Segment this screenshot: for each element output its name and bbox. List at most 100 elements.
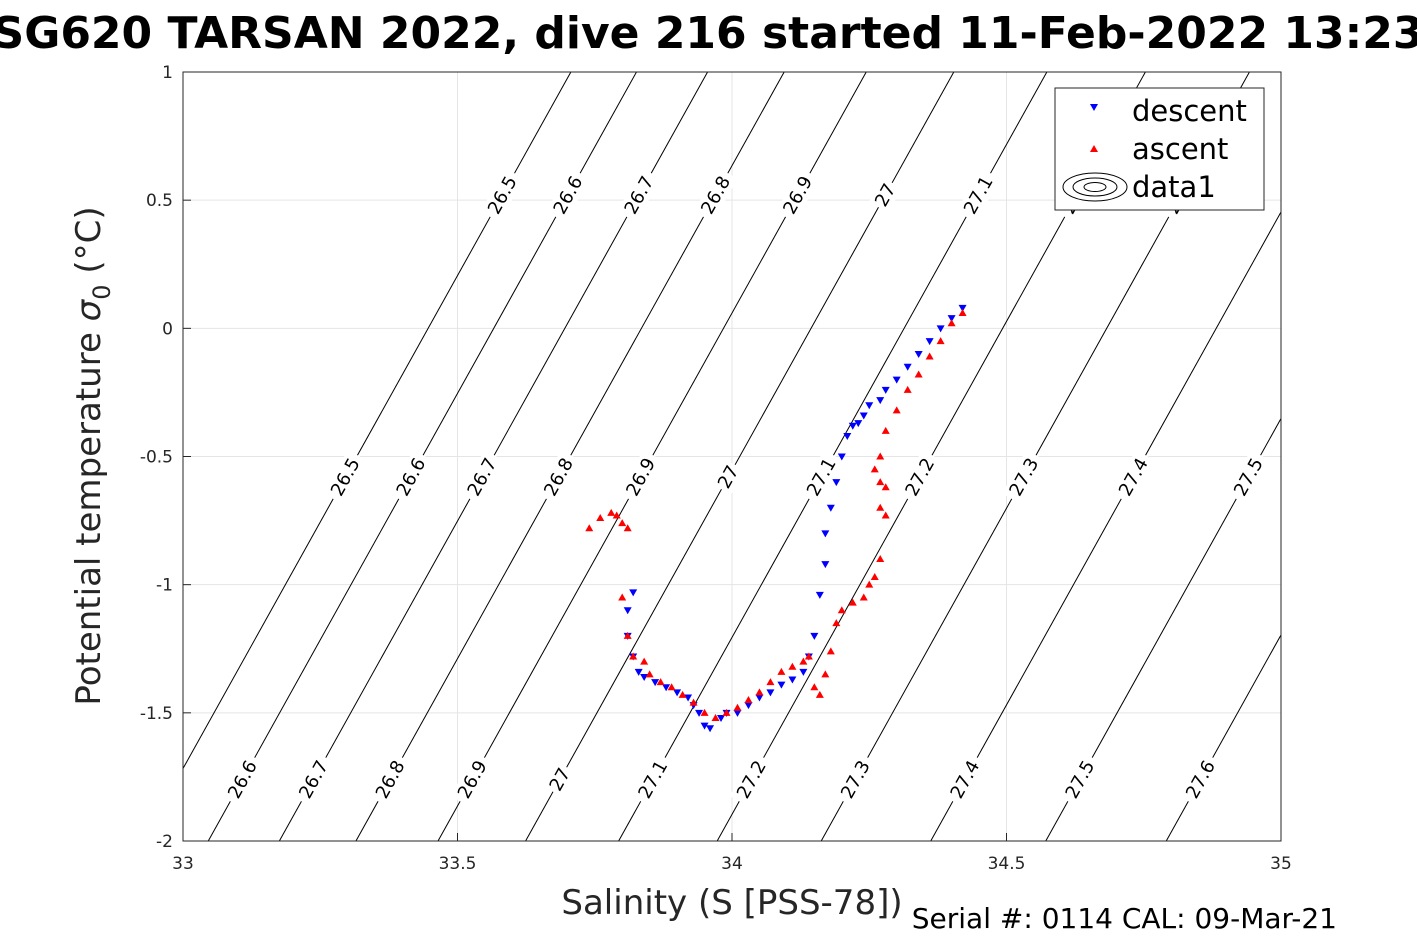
descent-point <box>821 530 830 538</box>
y-tick-label: -2 <box>156 832 173 852</box>
descent-point <box>684 694 693 702</box>
descent-point <box>799 668 808 676</box>
legend-ascent-marker <box>1090 145 1098 152</box>
grid-lines <box>183 72 1281 841</box>
descent-point <box>837 453 846 461</box>
descent-point <box>914 350 923 358</box>
descent-point <box>832 479 841 487</box>
descent-point <box>744 702 753 710</box>
descent-point <box>717 714 726 722</box>
density-contour-label-bg <box>536 449 581 505</box>
ascent-point <box>618 593 627 601</box>
x-axis-label: Salinity (S [PSS-78]) <box>561 883 902 923</box>
ascent-point <box>689 698 698 706</box>
ascent-point <box>744 696 753 704</box>
ascent-point <box>870 465 879 473</box>
density-contour-label-bg <box>943 752 987 807</box>
ascent-point <box>947 319 956 327</box>
descent-point <box>755 694 764 702</box>
descent-series <box>623 304 967 733</box>
descent-point <box>788 676 797 684</box>
ascent-point <box>629 652 638 660</box>
descent-point <box>881 386 890 394</box>
ascent-point <box>881 426 890 434</box>
ascent-point <box>585 524 594 532</box>
density-contour-label-bg <box>799 449 844 505</box>
descent-point <box>947 315 956 323</box>
ascent-point <box>892 406 901 414</box>
density-contour <box>1165 634 1282 842</box>
density-contour-label-bg <box>868 177 902 213</box>
density-contour-label-bg <box>711 459 745 495</box>
density-contour-label-bg <box>368 752 412 807</box>
ascent-point <box>876 478 885 486</box>
ascent-point <box>623 631 632 639</box>
density-contour-label-bg <box>729 752 774 807</box>
y-axis-label-main: Potential temperature <box>69 321 109 705</box>
ascent-point <box>826 647 835 655</box>
descent-point <box>662 684 671 692</box>
descent-point <box>892 376 901 384</box>
ascent-point <box>607 508 616 516</box>
ascent-point <box>821 670 830 678</box>
y-tick-label: -0.5 <box>140 448 173 468</box>
legend-descent-label: descent <box>1132 94 1247 128</box>
ascent-point <box>656 678 665 686</box>
density-contour-label-bg <box>898 449 942 505</box>
descent-point <box>848 422 857 430</box>
density-contour-label-bg <box>956 167 1001 223</box>
x-tick-label: 35 <box>1270 854 1292 874</box>
ascent-point <box>870 572 879 580</box>
ascent-point <box>848 598 857 606</box>
descent-point <box>843 432 852 440</box>
ascent-point <box>788 662 797 670</box>
y-tick-label: -1.5 <box>140 704 173 724</box>
x-tick-label: 34 <box>721 854 743 874</box>
y-axis-label-subscript: 0 <box>88 284 116 299</box>
y-tick-label: -1 <box>156 576 173 596</box>
ascent-point <box>612 511 621 519</box>
ascent-point <box>711 713 720 721</box>
ascent-point <box>810 683 819 691</box>
density-contour-label-bg <box>833 752 878 807</box>
ascent-point <box>815 690 824 698</box>
descent-point <box>706 725 715 733</box>
ascent-point <box>700 708 709 716</box>
x-tick-label: 34.5 <box>988 854 1026 874</box>
density-contour-label-bg <box>775 167 820 223</box>
descent-point <box>695 709 704 717</box>
density-contour-label-bg <box>631 752 675 807</box>
descent-point <box>673 689 682 697</box>
descent-point <box>958 304 967 312</box>
descent-point <box>651 679 660 687</box>
density-contour-label-bg <box>1178 752 1223 807</box>
descent-point <box>700 722 709 730</box>
density-contour-label-bg <box>450 752 495 807</box>
density-contour-label-bg <box>617 167 661 223</box>
ascent-point <box>667 683 676 691</box>
ascent-point <box>623 524 632 532</box>
x-axis-ticks: 33 33.5 34 34.5 35 <box>172 833 1292 874</box>
density-contour-label-bg <box>1002 449 1046 505</box>
density-contour-label-bg <box>323 449 368 505</box>
density-contour-label-bg <box>1111 449 1156 505</box>
ascent-point <box>876 452 885 460</box>
y-axis-ticks: -2 -1.5 -1 -0.5 0 0.5 1 <box>140 63 191 852</box>
y-tick-label: 0 <box>162 319 173 339</box>
ascent-point <box>755 688 764 696</box>
y-axis-label-unit: (°C) <box>69 206 109 284</box>
ascent-point <box>859 593 868 601</box>
y-tick-label: 0.5 <box>146 191 173 211</box>
legend-data1-label: data1 <box>1132 170 1216 204</box>
ascent-point <box>722 708 731 716</box>
descent-point <box>854 420 863 428</box>
descent-point <box>777 681 786 689</box>
ascent-point <box>914 370 923 378</box>
descent-point <box>865 402 874 410</box>
serial-footer: Serial #: 0114 CAL: 09-Mar-21 <box>912 902 1337 935</box>
ascent-point <box>881 483 890 491</box>
ascent-point <box>925 352 934 360</box>
descent-point <box>815 591 824 599</box>
density-contour-label-bg <box>389 449 433 505</box>
